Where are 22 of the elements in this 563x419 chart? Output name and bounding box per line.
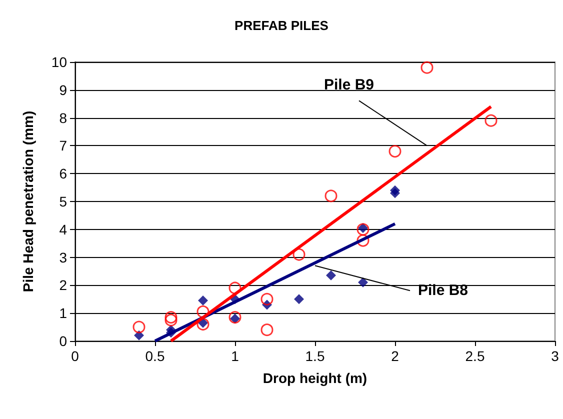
y-tick-label: 3 [59,249,68,266]
y-tick-label: 5 [59,194,68,210]
x-tick-label: 3 [551,348,560,364]
x-tick-label: 1 [231,348,240,364]
y-tick-label: 10 [51,54,68,70]
y-tick-label: 8 [59,110,68,126]
x-tick-label: 1.5 [305,348,325,364]
y-axis-title: Pile Head penetration (mm) [20,110,36,292]
y-tick-label: 2 [59,277,68,294]
y-tick-label: 1 [59,305,68,322]
x-tick-label: 2.5 [465,348,485,364]
x-tick-label: 0 [71,348,80,364]
annotation: Pile B9 [324,76,374,94]
chart-title: PREFAB PILES [234,18,329,33]
x-axis-title: Drop height (m) [262,370,368,386]
y-tick-label: 4 [59,221,68,238]
y-tick-label: 6 [59,166,68,182]
y-tick-label: 0 [59,333,68,349]
y-tick-label: 9 [59,82,68,98]
x-tick-label: 2 [391,348,400,364]
x-tick-label: 0.5 [145,348,165,364]
y-tick-label: 7 [59,138,68,154]
